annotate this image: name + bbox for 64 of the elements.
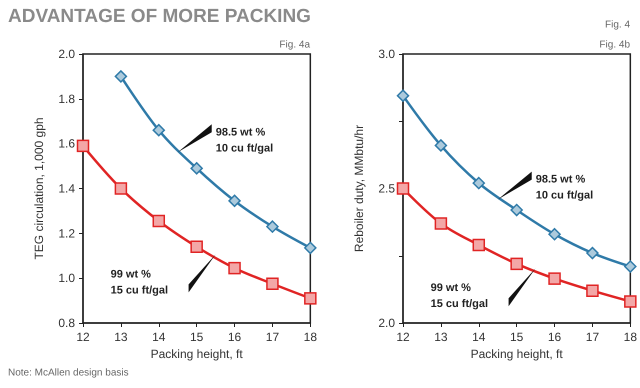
point bbox=[304, 242, 317, 254]
y-tick-label: 1.0 bbox=[58, 271, 76, 286]
point bbox=[114, 182, 128, 195]
point bbox=[190, 162, 203, 175]
x-tick-label: 15 bbox=[510, 330, 524, 344]
point bbox=[548, 228, 561, 240]
y-tick-label: 3.0 bbox=[378, 47, 396, 61]
point bbox=[76, 140, 90, 152]
y-tick-label: 1.8 bbox=[58, 92, 76, 106]
y-tick-label: 1.2 bbox=[58, 226, 76, 240]
x-tick-label: 15 bbox=[190, 330, 204, 344]
point bbox=[510, 258, 523, 270]
x-tick-label: 17 bbox=[266, 330, 280, 344]
series-label: 98.5 wt % 10 cu ft/gal bbox=[216, 126, 274, 154]
point bbox=[114, 70, 128, 83]
x-tick-label: 14 bbox=[472, 330, 486, 344]
point bbox=[304, 292, 317, 305]
x-tick-label: 18 bbox=[624, 330, 638, 344]
y-tick-label: 0.8 bbox=[58, 316, 76, 330]
x-axis-title: Packing height, ft bbox=[150, 346, 244, 361]
y-tick-label: 2.0 bbox=[378, 316, 396, 330]
point bbox=[228, 262, 241, 274]
x-tick-label: 18 bbox=[304, 330, 318, 344]
x-axis-title: Packing height, ft bbox=[470, 346, 564, 361]
point bbox=[548, 272, 561, 285]
y-tick-label: 1.4 bbox=[58, 182, 76, 196]
text: 99 wt % 15 cu ft/gal bbox=[430, 282, 488, 310]
y-tick-label: 2.0 bbox=[58, 47, 76, 61]
point bbox=[396, 89, 410, 102]
point bbox=[586, 246, 599, 260]
point bbox=[434, 217, 448, 230]
x-tick-label: 13 bbox=[434, 330, 448, 344]
text: 99 wt % 15 cu ft/gal bbox=[110, 268, 168, 296]
caption: Fig. 4 bbox=[604, 20, 630, 30]
series-label: 98.5 wt % 10 cu ft/gal bbox=[536, 174, 594, 202]
point bbox=[152, 214, 166, 228]
x-tick-label: 12 bbox=[396, 330, 410, 344]
point bbox=[266, 220, 279, 233]
x-tick-label: 16 bbox=[548, 330, 562, 344]
caption: Fig. 4b bbox=[599, 40, 630, 50]
y-axis-title: TEG circulation, 1,000 gph bbox=[32, 117, 46, 260]
x-tick-label: 12 bbox=[76, 330, 90, 344]
point bbox=[472, 176, 486, 190]
point bbox=[152, 124, 166, 136]
point bbox=[586, 284, 599, 297]
y-axis-title: Reboiler duty, MMbtu/hr bbox=[352, 124, 366, 252]
point bbox=[228, 194, 241, 208]
y-tick-label: 2.5 bbox=[378, 182, 396, 196]
x-tick-label: 16 bbox=[228, 330, 242, 344]
x-tick-label: 17 bbox=[586, 330, 600, 344]
text: Note: McAllen design basis bbox=[8, 368, 129, 378]
point bbox=[434, 139, 448, 152]
x-tick-label: 14 bbox=[152, 330, 166, 344]
point bbox=[266, 278, 279, 290]
caption: Fig. 4a bbox=[279, 40, 310, 50]
point bbox=[510, 204, 523, 216]
point bbox=[624, 260, 637, 273]
point bbox=[624, 295, 637, 308]
x-tick-label: 13 bbox=[114, 330, 128, 344]
point bbox=[472, 238, 486, 252]
y-tick-label: 1.6 bbox=[58, 136, 76, 151]
point bbox=[396, 182, 410, 195]
chart-title: ADVANTAGE OF MORE PACKING bbox=[8, 6, 311, 27]
point bbox=[190, 240, 203, 254]
